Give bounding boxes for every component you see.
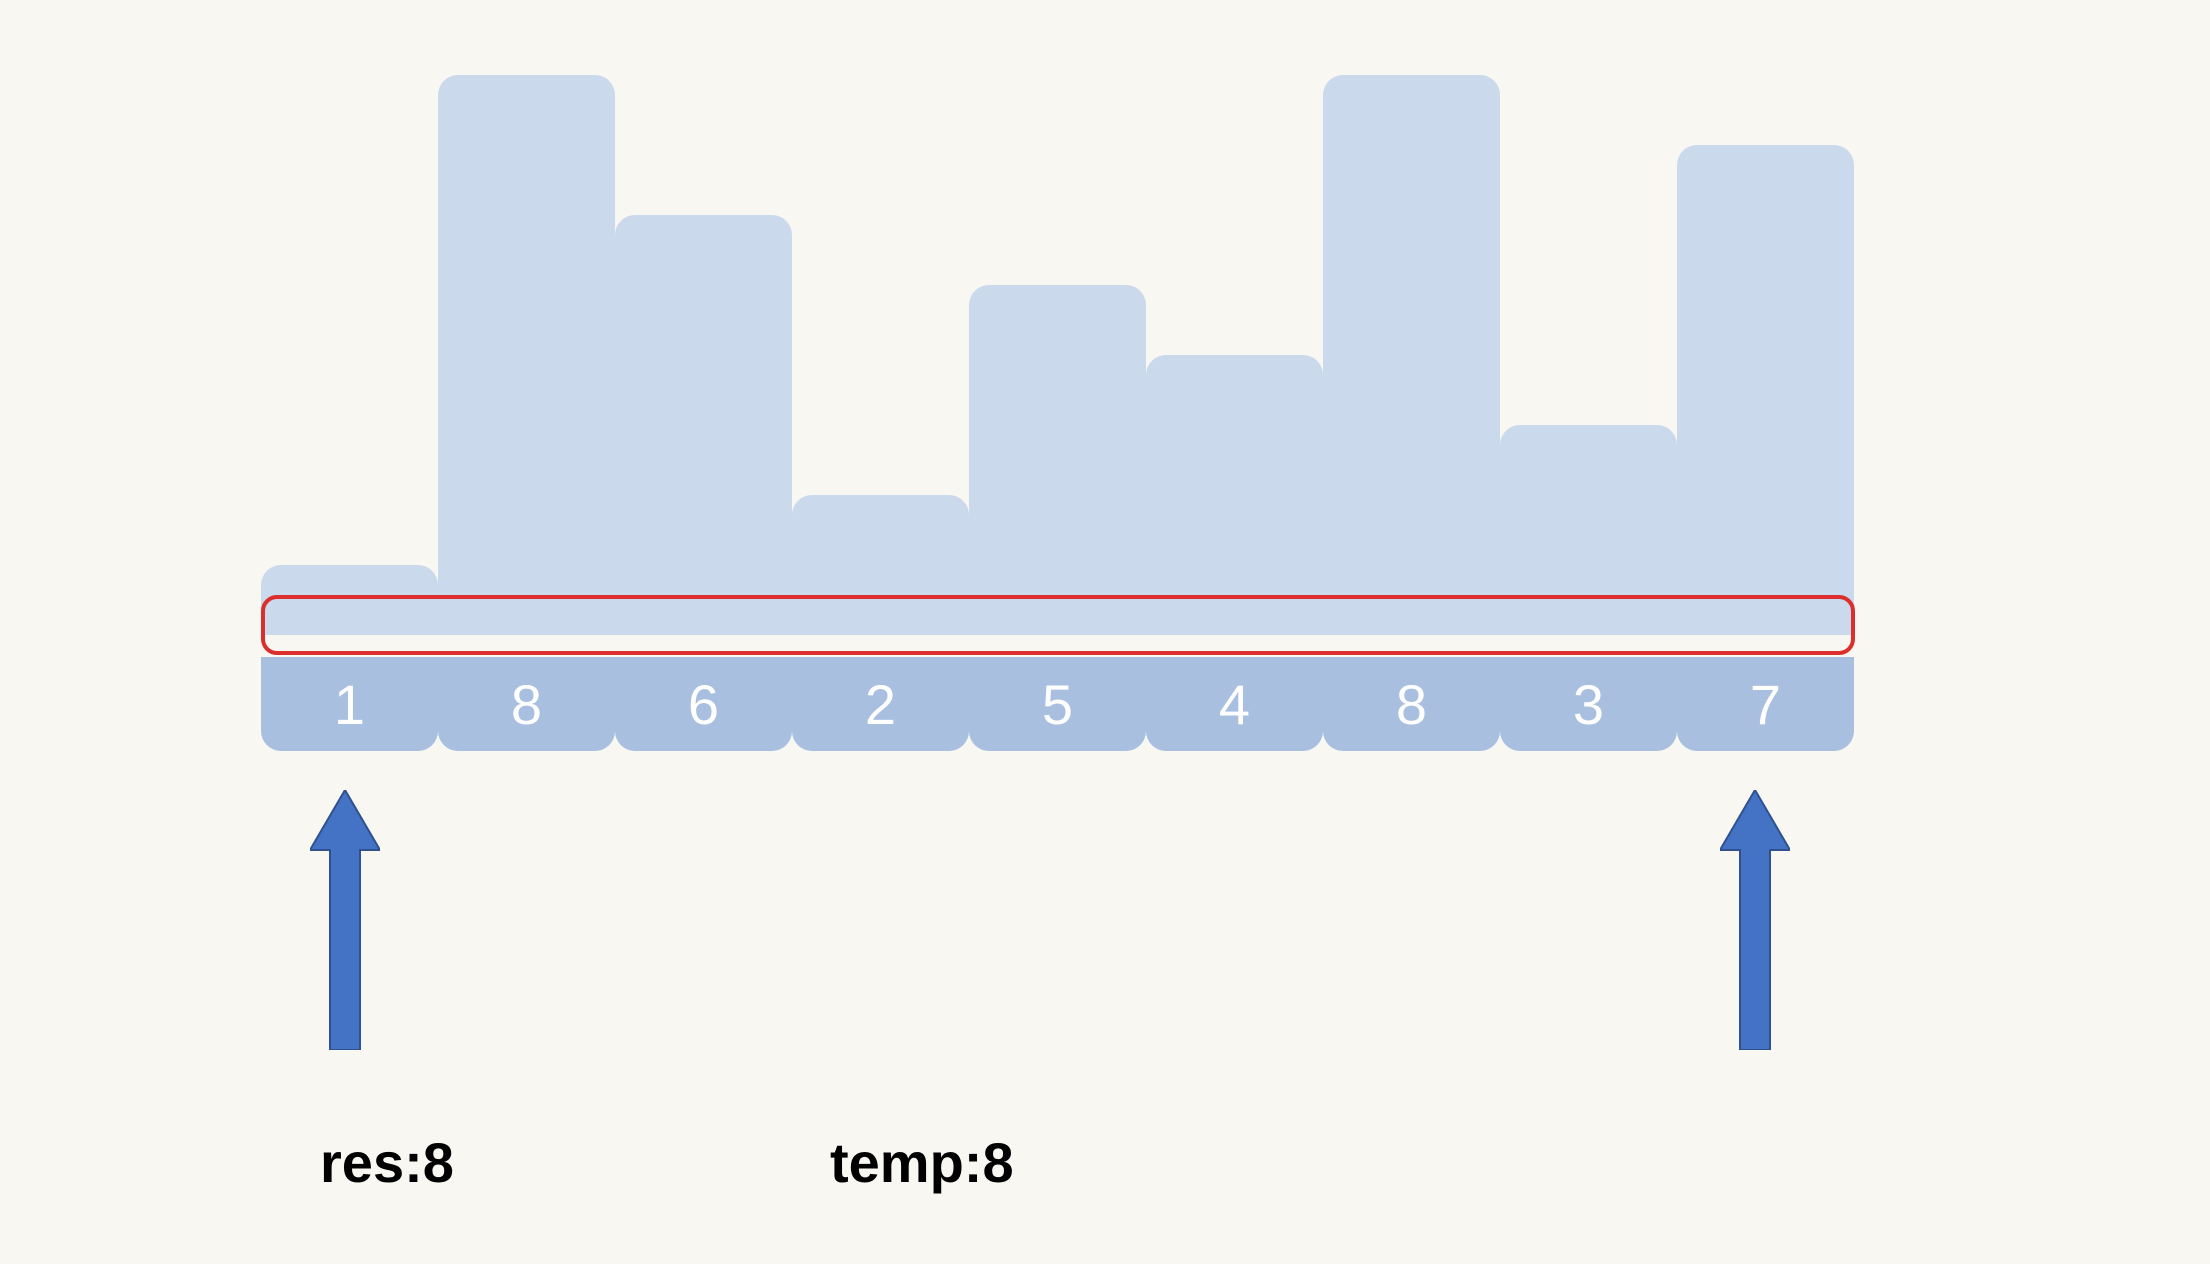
temp-status: temp:8 — [830, 1130, 1014, 1195]
label-text-0: 1 — [334, 672, 365, 737]
label-text-5: 4 — [1219, 672, 1250, 737]
label-cell-3: 2 — [792, 657, 969, 751]
label-cell-1: 8 — [438, 657, 615, 751]
bar-5 — [1146, 355, 1323, 635]
bar-1 — [438, 75, 615, 635]
highlight-window — [261, 595, 1855, 655]
label-cell-2: 6 — [615, 657, 792, 751]
bar-chart — [261, 75, 1855, 635]
right-pointer-arrow — [1720, 790, 1790, 1050]
label-cell-0: 1 — [261, 657, 438, 751]
temp-label: temp:8 — [830, 1131, 1014, 1194]
label-cell-4: 5 — [969, 657, 1146, 751]
label-text-2: 6 — [688, 672, 719, 737]
label-text-4: 5 — [1042, 672, 1073, 737]
bar-2 — [615, 215, 792, 635]
bar-4 — [969, 285, 1146, 635]
labels-row: 1 8 6 2 5 4 8 3 7 — [261, 657, 1855, 751]
label-text-7: 3 — [1573, 672, 1604, 737]
label-text-1: 8 — [511, 672, 542, 737]
label-cell-7: 3 — [1500, 657, 1677, 751]
label-text-3: 2 — [865, 672, 896, 737]
label-cell-6: 8 — [1323, 657, 1500, 751]
res-label: res:8 — [320, 1131, 454, 1194]
bar-8 — [1677, 145, 1854, 635]
label-cell-5: 4 — [1146, 657, 1323, 751]
label-text-6: 8 — [1396, 672, 1427, 737]
bar-6 — [1323, 75, 1500, 635]
label-text-8: 7 — [1750, 672, 1781, 737]
res-status: res:8 — [320, 1130, 454, 1195]
left-pointer-arrow — [310, 790, 380, 1050]
bars-area — [261, 75, 1855, 635]
label-cell-8: 7 — [1677, 657, 1854, 751]
